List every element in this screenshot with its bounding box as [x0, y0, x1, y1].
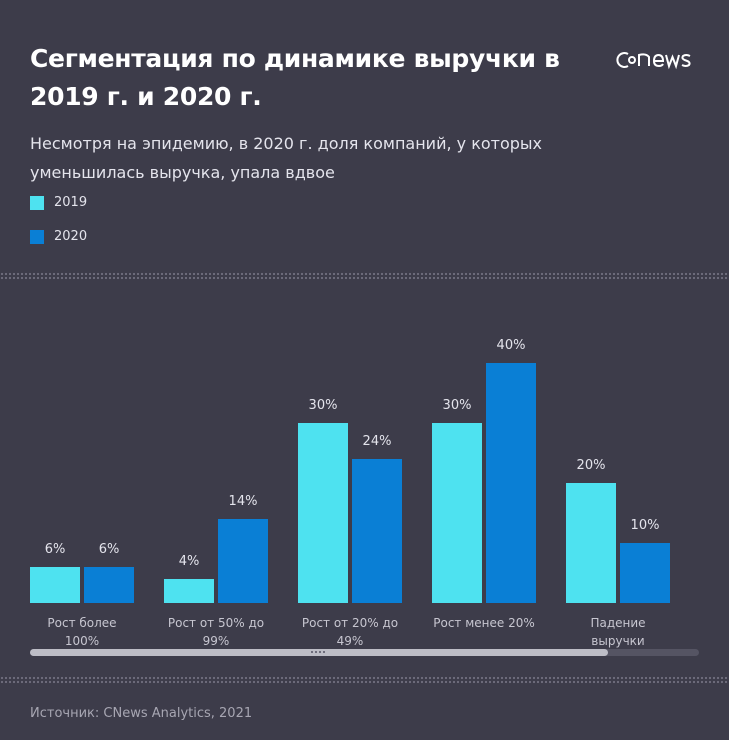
bar-2020-3 — [352, 459, 402, 603]
bar-2019-5 — [566, 483, 616, 603]
category-label-2: Рост от 50% до 99% — [168, 616, 264, 648]
legend-item-2020[interactable]: 2020 — [30, 228, 87, 245]
bar-2019-4 — [432, 423, 482, 603]
category-label-4: Рост менее 20% — [433, 616, 535, 630]
chart-subtitle: Несмотря на эпидемию, в 2020 г. доля ком… — [30, 134, 543, 182]
data-label-2020-3: 24% — [363, 434, 392, 449]
data-label-2019-5: 20% — [577, 458, 606, 473]
legend: 2019 2020 — [30, 194, 87, 262]
data-label-2019-2: 4% — [179, 554, 200, 569]
scrollbar-thumb[interactable] — [30, 649, 608, 656]
data-label-2020-1: 6% — [99, 542, 120, 557]
legend-swatch-2019 — [30, 195, 44, 210]
data-label-2020-5: 10% — [631, 518, 660, 533]
bar-2020-4 — [486, 363, 536, 603]
data-label-2019-4: 30% — [443, 398, 472, 413]
legend-label-2020: 2020 — [54, 229, 88, 244]
bar-2019-1 — [30, 567, 80, 603]
bar-2019-2 — [164, 579, 214, 603]
category-label-5: Падение выручки — [590, 616, 645, 648]
cnews-logo — [614, 45, 700, 81]
data-label-2019-3: 30% — [309, 398, 338, 413]
dotted-divider-bottom — [0, 676, 729, 684]
legend-item-2019[interactable]: 2019 — [30, 194, 87, 211]
bar-2020-1 — [84, 567, 134, 603]
legend-swatch-2020 — [30, 229, 44, 244]
bar-chart: 6% 6% Рост более 100% 4% 14% Рост от 50% до 99%… — [30, 338, 670, 648]
source-note: Источник: CNews Analytics, 2021 — [30, 706, 253, 721]
horizontal-scrollbar[interactable] — [30, 649, 699, 656]
category-label-1: Рост более 100% — [47, 616, 116, 648]
bar-2020-2 — [218, 519, 268, 603]
bar-2020-5 — [620, 543, 670, 603]
category-label-3: Рост от 20% до 49% — [302, 616, 398, 648]
data-label-2020-4: 40% — [497, 338, 526, 353]
data-label-2020-2: 14% — [229, 494, 258, 509]
dotted-divider-top — [0, 272, 729, 280]
scrollbar-grip-icon — [311, 651, 325, 654]
chart-title: Сегментация по динамике выручки в 2019 г… — [30, 44, 560, 111]
bar-2019-3 — [298, 423, 348, 603]
data-label-2019-1: 6% — [45, 542, 66, 557]
legend-label-2019: 2019 — [54, 195, 88, 210]
